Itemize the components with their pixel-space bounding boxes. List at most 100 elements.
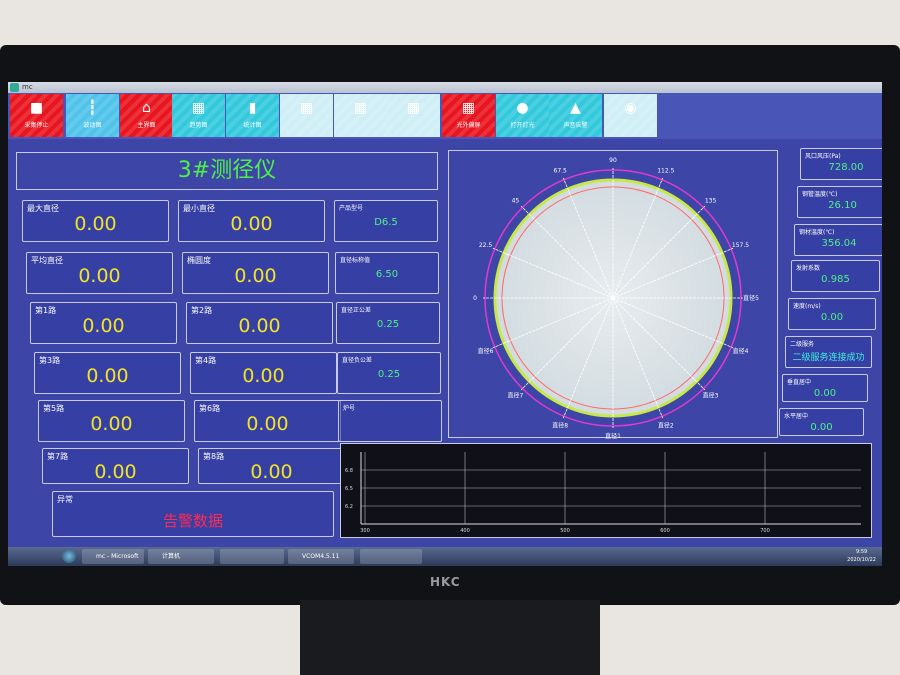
card-label: 最大直径 — [27, 204, 59, 213]
page-title: 3#测径仪 — [16, 152, 438, 190]
process-card: 速度(m/s) 0.00 — [788, 298, 876, 330]
card-label: 平均直径 — [31, 256, 63, 265]
x-tick-label: 300 — [360, 528, 370, 534]
card-value: 0.00 — [813, 388, 837, 399]
card-value: 0.00 — [234, 265, 277, 287]
card-label: 发射系数 — [796, 265, 821, 272]
spoke-line — [562, 177, 614, 299]
screen: mc ■ 采集停止 ┇ 波动图 ⌂ 主界面 ▦ 趋势图 ▮ 统计图 ▦ ▦ ▦ ▦ 光外偏屏 ● 打开灯光 ▲ 声音… — [8, 82, 882, 566]
taskbar-item[interactable] — [360, 549, 422, 564]
polar-label: 直径5 — [743, 294, 759, 302]
value-card: 第5路 0.00 — [38, 400, 185, 442]
process-card: 钢材温度(℃) 356.04 — [794, 224, 882, 256]
toolbar-button-7[interactable]: ▦ — [387, 94, 440, 137]
spec-card: 产品型号 D6.5 — [334, 200, 438, 242]
monitor-logo: HKC — [430, 575, 461, 589]
toolbar-button-2[interactable]: ⌂ 主界面 — [120, 94, 173, 137]
toolbar-button-label: 光外偏屏 — [456, 122, 481, 129]
process-card: 钢管温度(℃) 26.10 — [797, 186, 882, 218]
toolbar-button-9[interactable]: ● 打开灯光 — [496, 94, 549, 137]
process-card: 发射系数 0.985 — [791, 260, 880, 292]
clock-date: 2020/10/22 — [847, 557, 876, 563]
card-label: 直径负公差 — [342, 357, 373, 364]
alarm-label: 异常 — [57, 495, 73, 504]
toolbar-button-1[interactable]: ┇ 波动图 — [66, 94, 119, 137]
card-label: 直径正公差 — [341, 307, 372, 314]
toolbar-button-10[interactable]: ▲ 声音告警 — [549, 94, 602, 137]
toolbar-button-8[interactable]: ▦ 光外偏屏 — [442, 94, 495, 137]
card-label: 第4路 — [195, 356, 217, 365]
y-tick-label: 6.8 — [345, 468, 353, 474]
value-card: 第8路 0.00 — [198, 448, 345, 484]
spec-card: 直径正公差 0.25 — [336, 302, 440, 344]
polar-label: 90 — [609, 157, 617, 164]
spec-card: 直径标称值 6.50 — [335, 252, 439, 294]
card-value: 0.00 — [238, 315, 281, 337]
card-label: 垂直居中 — [787, 379, 812, 386]
card-value: D6.5 — [374, 217, 398, 228]
card-value: 0.00 — [82, 315, 125, 337]
card-value: 0.25 — [377, 369, 401, 380]
toolbar-button-11[interactable]: ◉ — [604, 94, 657, 137]
card-label: 第2路 — [191, 306, 213, 315]
spec-card: 直径负公差 0.25 — [337, 352, 441, 394]
grid-icon: ▦ — [353, 100, 368, 116]
toolbar-button-label: 波动图 — [83, 122, 102, 129]
toolbar-button-6[interactable]: ▦ — [334, 94, 387, 137]
start-button[interactable] — [62, 549, 76, 563]
home-icon: ⌂ — [142, 100, 151, 116]
value-card: 第3路 0.00 — [34, 352, 181, 394]
toolbar-button-label: 主界面 — [137, 122, 156, 129]
x-tick-label: 600 — [660, 528, 670, 534]
card-label: 直径标称值 — [340, 257, 371, 264]
waveform-icon: ┇ — [88, 100, 97, 116]
taskbar-item[interactable]: VCOM4.5.11 — [288, 549, 354, 564]
bar-chart-icon: ▮ — [248, 100, 257, 116]
toolbar-button-0[interactable]: ■ 采集停止 — [10, 94, 63, 137]
polar-label: 直径3 — [703, 392, 719, 400]
polar-label: 直径2 — [658, 421, 674, 429]
alarm-card: 异常 告警数据 — [52, 491, 334, 537]
value-card: 第6路 0.00 — [194, 400, 341, 442]
polar-label: 直径6 — [478, 347, 494, 355]
toolbar-button-4[interactable]: ▮ 统计图 — [226, 94, 279, 137]
card-value: 0.00 — [78, 265, 121, 287]
polar-label: 直径7 — [508, 392, 524, 400]
card-value: 0.00 — [230, 213, 273, 235]
clock-time: 9:59 — [855, 549, 868, 555]
spoke-line — [612, 297, 706, 391]
card-value: 0.00 — [810, 422, 833, 433]
taskbar-item[interactable] — [220, 549, 284, 564]
card-value: 二级服务连接成功 — [792, 353, 865, 363]
card-label: 第7路 — [47, 452, 69, 461]
card-label: 水平居中 — [784, 413, 809, 420]
y-tick-label: 6.2 — [345, 504, 353, 510]
card-value: 0.25 — [376, 319, 400, 330]
toolbar-button-label: 采集停止 — [24, 122, 49, 129]
card-label: 产品型号 — [339, 205, 364, 212]
toolbar-button-label: 统计图 — [243, 122, 262, 129]
card-label: 二级服务 — [790, 341, 815, 348]
process-card: 水平居中 0.00 — [779, 408, 864, 436]
location-pin-icon: ◉ — [624, 100, 637, 116]
monitor-stand — [300, 600, 600, 675]
taskbar: mc - Microsoft ... 计算机 VCOM4.5.11 9:59 202… — [8, 547, 882, 566]
spoke-line — [562, 297, 614, 419]
polar-label: 直径8 — [552, 421, 568, 429]
toolbar-button-5[interactable]: ▦ — [280, 94, 333, 137]
polar-label: 135 — [705, 197, 717, 204]
taskbar-item[interactable]: 计算机 — [148, 549, 214, 564]
card-value: 0.00 — [86, 365, 129, 387]
taskbar-item[interactable]: mc - Microsoft ... — [82, 549, 144, 564]
polar-label: 0 — [473, 295, 477, 302]
grid-icon: ▦ — [406, 100, 421, 116]
window-titlebar: mc — [8, 82, 882, 93]
polar-label: 45 — [512, 197, 520, 204]
card-label: 椭圆度 — [187, 256, 211, 265]
grid-icon: ▦ — [191, 100, 206, 116]
card-value: 0.00 — [74, 213, 117, 235]
toolbar-button-3[interactable]: ▦ 趋势图 — [172, 94, 225, 137]
spoke-line — [520, 297, 614, 391]
polar-chart: 0 22.5 45 67.5 90 112.5 135 157.5 直径5 直径4 直径3 直径2 直径… — [473, 157, 759, 440]
card-label: 第1路 — [35, 306, 57, 315]
